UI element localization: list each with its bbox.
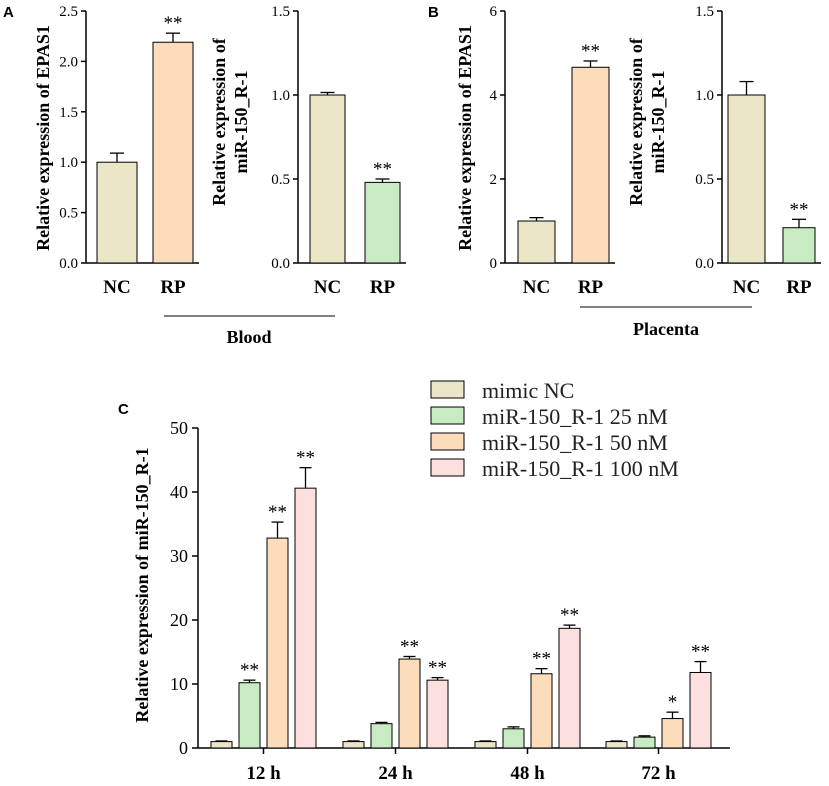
panel-label-a: A bbox=[3, 4, 14, 21]
c-ytick-label-0: 0 bbox=[179, 738, 188, 758]
c-sig-72h-s2: * bbox=[668, 692, 678, 713]
b2-ylabel-line2: miR-150_R-1 bbox=[648, 71, 668, 174]
c-sig-48h-s2: ** bbox=[532, 649, 551, 670]
a1-xlabel-nc: NC bbox=[103, 277, 130, 298]
c-legend-label-2: miR-150_R-1 50 nM bbox=[482, 430, 668, 455]
b1-ylabel: Relative expression of EPAS1 bbox=[455, 25, 475, 251]
c-xlabel-24h: 24 h bbox=[378, 763, 413, 784]
b2-xlabel-rp: RP bbox=[786, 277, 812, 298]
c-bar-24h-s1 bbox=[370, 723, 393, 749]
c-bar-12h-s2 bbox=[266, 537, 289, 749]
a1-ytick-label-0: 0.0 bbox=[59, 256, 78, 272]
a2-ylabel-line2: miR-150_R-1 bbox=[231, 71, 251, 174]
b2-bar-rp bbox=[782, 227, 816, 264]
c-ytick-label-5: 50 bbox=[170, 418, 188, 438]
b1-ytick-label-0: 0 bbox=[490, 256, 498, 272]
c-legend-label-3: miR-150_R-1 100 nM bbox=[482, 456, 679, 481]
c-bar-12h-s3 bbox=[294, 487, 317, 749]
c-sig-12h-s1: ** bbox=[240, 660, 259, 681]
c-bar-48h-s3 bbox=[558, 627, 581, 749]
c-sig-48h-s3: ** bbox=[560, 605, 579, 626]
c-xlabel-72h: 72 h bbox=[641, 763, 676, 784]
c-legend-label-0: mimic NC bbox=[482, 378, 574, 403]
a1-xlabel-rp: RP bbox=[160, 277, 186, 298]
b2-ytick-label-3: 1.5 bbox=[695, 4, 714, 20]
a1-bar-nc bbox=[96, 161, 138, 264]
c-ytick-label-1: 10 bbox=[170, 674, 188, 694]
a2-bar-rp bbox=[364, 181, 401, 264]
c-legend-swatch-3 bbox=[430, 458, 465, 477]
b1-xlabel-nc: NC bbox=[523, 277, 550, 298]
b1-ytick-label-1: 2 bbox=[490, 172, 498, 188]
c-ytick-label-4: 40 bbox=[170, 482, 188, 502]
a2-xlabel-nc: NC bbox=[314, 277, 341, 298]
a2-ytick-label-0: 0.0 bbox=[271, 256, 290, 272]
c-bar-24h-s2 bbox=[398, 658, 421, 749]
a1-ytick-label-1: 0.5 bbox=[59, 206, 78, 222]
b2-xlabel-nc: NC bbox=[733, 277, 760, 298]
a2-ytick-label-2: 1.0 bbox=[271, 88, 290, 104]
c-bar-12h-s1 bbox=[238, 682, 261, 749]
b1-bar-rp bbox=[571, 66, 610, 264]
b1-sig-rp: ** bbox=[581, 41, 600, 62]
a1-bar-rp bbox=[152, 41, 194, 264]
c-sig-12h-s3: ** bbox=[296, 448, 315, 469]
a2-ytick-label-3: 1.5 bbox=[271, 4, 290, 20]
c-bar-72h-s0 bbox=[605, 741, 628, 749]
c-bar-24h-s3 bbox=[426, 679, 449, 749]
c-bar-48h-s2 bbox=[530, 673, 553, 749]
b2-bar-nc bbox=[727, 94, 766, 264]
b2-ytick-label-1: 0.5 bbox=[695, 172, 714, 188]
placenta-group-label: Placenta bbox=[633, 319, 699, 339]
b2-ylabel-line1: Relative expression of bbox=[626, 37, 646, 206]
a2-sig-rp: ** bbox=[373, 159, 392, 180]
c-bar-72h-s1 bbox=[633, 736, 656, 749]
c-sig-24h-s2: ** bbox=[400, 636, 419, 657]
b2-ytick-label-0: 0.0 bbox=[695, 256, 714, 272]
blood-group-label: Blood bbox=[226, 327, 271, 347]
c-legend-swatch-2 bbox=[430, 432, 465, 451]
a1-ytick-label-5: 2.5 bbox=[59, 4, 78, 20]
a2-ylabel-line1: Relative expression of bbox=[209, 37, 229, 206]
b1-ytick-label-3: 6 bbox=[490, 4, 498, 20]
a1-ylabel: Relative expression of EPAS1 bbox=[33, 25, 53, 251]
c-ytick-label-3: 30 bbox=[170, 546, 188, 566]
c-legend-label-1: miR-150_R-1 25 nM bbox=[482, 404, 668, 429]
c-xlabel-48h: 48 h bbox=[510, 763, 545, 784]
c-bar-24h-s0 bbox=[342, 741, 365, 749]
c-ylabel: Relative expression of miR-150_R-1 bbox=[132, 447, 152, 722]
c-ytick-label-2: 20 bbox=[170, 610, 188, 630]
c-sig-72h-s3: ** bbox=[691, 642, 710, 663]
a1-ytick-label-4: 2.0 bbox=[59, 54, 78, 70]
a2-bar-nc bbox=[309, 94, 346, 264]
a1-ytick-label-2: 1.0 bbox=[59, 155, 78, 171]
c-legend-swatch-0 bbox=[430, 380, 465, 399]
b1-ytick-label-2: 4 bbox=[490, 88, 498, 104]
a1-sig-rp: ** bbox=[164, 13, 183, 34]
panel-label-c: C bbox=[118, 401, 129, 418]
plots-layer: 0.00.51.01.52.02.5NC**RP0.00.51.01.5NC**… bbox=[59, 4, 821, 784]
b1-bar-nc bbox=[517, 220, 556, 264]
c-bar-48h-s0 bbox=[474, 741, 497, 749]
a2-ytick-label-1: 0.5 bbox=[271, 172, 290, 188]
c-sig-12h-s2: ** bbox=[268, 502, 287, 523]
a2-xlabel-rp: RP bbox=[370, 277, 396, 298]
b1-xlabel-rp: RP bbox=[578, 277, 604, 298]
c-xlabel-12h: 12 h bbox=[246, 763, 281, 784]
panel-label-b: B bbox=[428, 4, 439, 21]
b2-ytick-label-2: 1.0 bbox=[695, 88, 714, 104]
c-bar-72h-s3 bbox=[689, 671, 712, 749]
c-bar-72h-s2 bbox=[661, 718, 684, 749]
c-bar-12h-s0 bbox=[210, 741, 233, 749]
b2-sig-rp: ** bbox=[790, 199, 809, 220]
c-legend-swatch-1 bbox=[430, 406, 465, 425]
a1-ytick-label-3: 1.5 bbox=[59, 105, 78, 121]
c-sig-24h-s3: ** bbox=[428, 658, 447, 679]
c-bar-48h-s1 bbox=[502, 728, 525, 749]
